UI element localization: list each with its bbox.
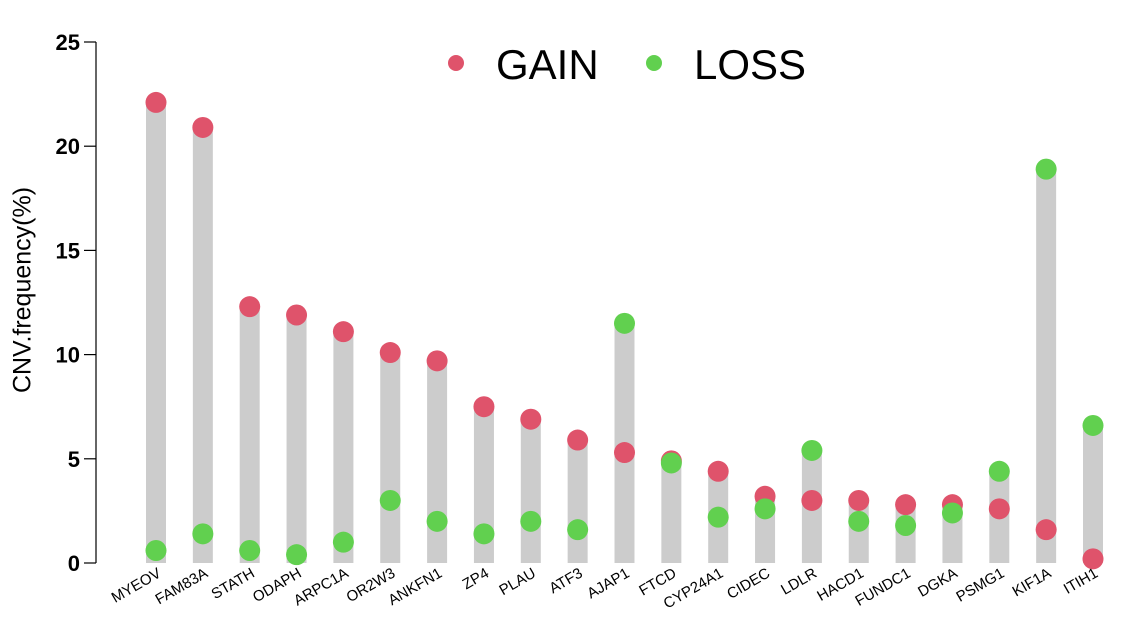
point-gain-hacd1 xyxy=(848,489,870,511)
y-axis: 0 5 10 15 20 25 xyxy=(56,30,97,576)
point-loss-cyp24a1 xyxy=(707,506,729,528)
point-gain-itih1 xyxy=(1082,548,1104,570)
point-gain-fundc1 xyxy=(895,494,917,516)
y-tick-label-0: 0 xyxy=(68,551,80,576)
point-loss-ftcd xyxy=(660,452,682,474)
y-tick-label-10: 10 xyxy=(56,343,80,368)
point-loss-ajap1 xyxy=(614,312,635,334)
bar-zp4 xyxy=(473,406,494,563)
bar-odaph xyxy=(286,315,307,563)
point-gain-myeov xyxy=(145,91,167,113)
x-tick-label-cidec: CIDEC xyxy=(724,565,773,603)
bar-stath xyxy=(239,306,260,563)
point-gain-cyp24a1 xyxy=(707,460,729,482)
point-gain-ldlr xyxy=(801,489,823,511)
x-tick-label-plau: PLAU xyxy=(496,565,538,599)
bar-kif1a xyxy=(1036,169,1057,563)
point-loss-myeov xyxy=(145,539,167,561)
legend-label-gain: GAIN xyxy=(496,41,599,88)
point-gain-zp4 xyxy=(473,396,495,418)
legend-label-loss: LOSS xyxy=(694,41,806,88)
point-gain-kif1a xyxy=(1035,519,1057,541)
x-tick-label-kif1a: KIF1A xyxy=(1010,565,1055,601)
x-tick-label-psmg1: PSMG1 xyxy=(953,565,1007,606)
point-loss-ankfn1 xyxy=(426,510,448,532)
bar-ankfn1 xyxy=(427,360,448,563)
point-gain-ajap1 xyxy=(614,442,635,464)
point-loss-atf3 xyxy=(567,519,589,541)
x-tick-label-ankfn1: ANKFN1 xyxy=(385,565,445,609)
bar-arpc1a xyxy=(333,331,354,563)
bar-ftcd xyxy=(661,460,682,563)
x-tick-label-ajap1: AJAP1 xyxy=(584,565,632,603)
point-loss-odaph xyxy=(286,544,308,566)
y-tick-label-25: 25 xyxy=(56,30,80,55)
point-loss-psmg1 xyxy=(988,460,1010,482)
point-loss-arpc1a xyxy=(332,531,354,553)
bar-plau xyxy=(520,419,541,563)
point-gain-arpc1a xyxy=(332,321,354,343)
x-tick-label-itih1: ITIH1 xyxy=(1061,565,1101,598)
point-gain-plau xyxy=(520,408,542,430)
x-tick-label-ldlr: LDLR xyxy=(778,565,820,599)
point-gain-stath xyxy=(239,296,261,318)
point-loss-hacd1 xyxy=(848,510,870,532)
point-loss-fam83a xyxy=(192,523,214,545)
x-tick-label-stath: STATH xyxy=(209,565,258,603)
point-loss-zp4 xyxy=(473,523,495,545)
bar-atf3 xyxy=(567,440,588,563)
legend-marker-gain xyxy=(448,55,464,71)
point-loss-fundc1 xyxy=(895,514,917,536)
y-tick-label-5: 5 xyxy=(68,447,80,472)
point-gain-fam83a xyxy=(192,116,214,138)
x-tick-label-fam83a: FAM83A xyxy=(153,565,211,608)
y-tick-label-20: 20 xyxy=(56,134,80,159)
point-loss-itih1 xyxy=(1082,414,1104,436)
bar-itih1 xyxy=(1083,425,1103,563)
x-tick-label-atf3: ATF3 xyxy=(546,565,585,598)
point-loss-dgka xyxy=(941,502,963,524)
point-loss-kif1a xyxy=(1035,158,1057,180)
point-loss-stath xyxy=(239,539,261,561)
point-gain-ankfn1 xyxy=(426,350,448,372)
point-gain-atf3 xyxy=(567,429,589,451)
point-loss-or2w3 xyxy=(379,489,401,511)
point-gain-psmg1 xyxy=(988,498,1010,520)
bar-fam83a xyxy=(192,127,213,563)
x-tick-label-arpc1a: ARPC1A xyxy=(291,565,351,610)
x-tick-label-dgka: DGKA xyxy=(915,565,960,601)
point-loss-ldlr xyxy=(801,439,823,461)
point-loss-cidec xyxy=(754,498,776,520)
point-gain-odaph xyxy=(286,304,308,326)
bar-myeov xyxy=(146,102,166,563)
bar-or2w3 xyxy=(380,352,401,563)
y-tick-label-15: 15 xyxy=(56,238,80,263)
point-gain-or2w3 xyxy=(379,342,401,364)
points-layer xyxy=(145,91,1104,570)
x-tick-label-zp4: ZP4 xyxy=(460,565,492,593)
legend-marker-loss xyxy=(646,55,662,71)
legend: GAIN LOSS xyxy=(448,41,806,88)
y-axis-label: CNV.frequency(%) xyxy=(9,187,37,393)
point-loss-plau xyxy=(520,510,542,532)
